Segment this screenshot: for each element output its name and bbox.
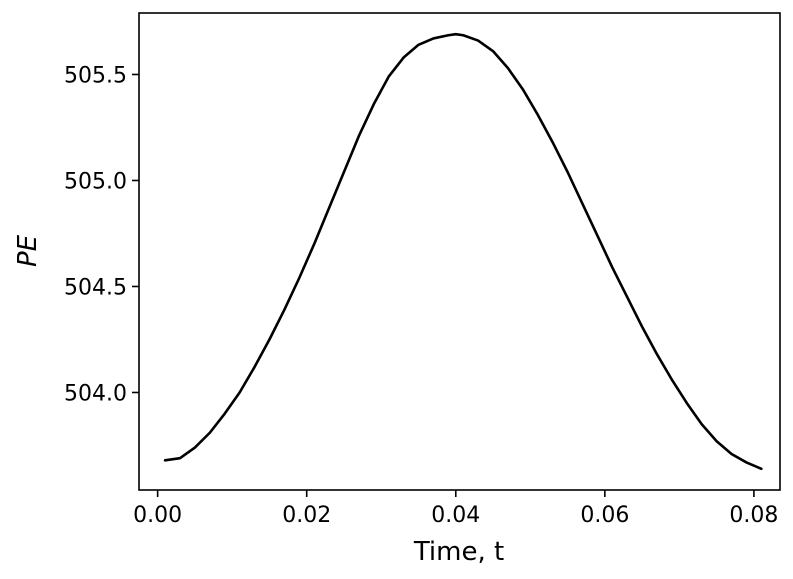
axes-frame <box>138 12 781 491</box>
x-tick-label: 0.02 <box>282 503 331 528</box>
x-tick-label: 0.04 <box>431 503 480 528</box>
x-axis-label: Time, t <box>413 537 504 567</box>
y-tick-label: 504.0 <box>64 381 127 406</box>
x-tick-label: 0.08 <box>729 503 778 528</box>
axis-ticks: 0.00 0.02 0.04 0.06 0.08 504.0 504.5 505.0 505.5 <box>64 63 778 528</box>
y-tick-label: 505.0 <box>64 169 127 194</box>
x-tick-label: 0.06 <box>580 503 629 528</box>
y-tick-label: 505.5 <box>64 63 127 88</box>
x-tick-label: 0.00 <box>133 503 182 528</box>
plot-area <box>138 12 781 491</box>
y-tick-label: 504.5 <box>64 275 127 300</box>
y-axis-label: PE <box>13 234 43 267</box>
series-line-0 <box>163 32 763 471</box>
